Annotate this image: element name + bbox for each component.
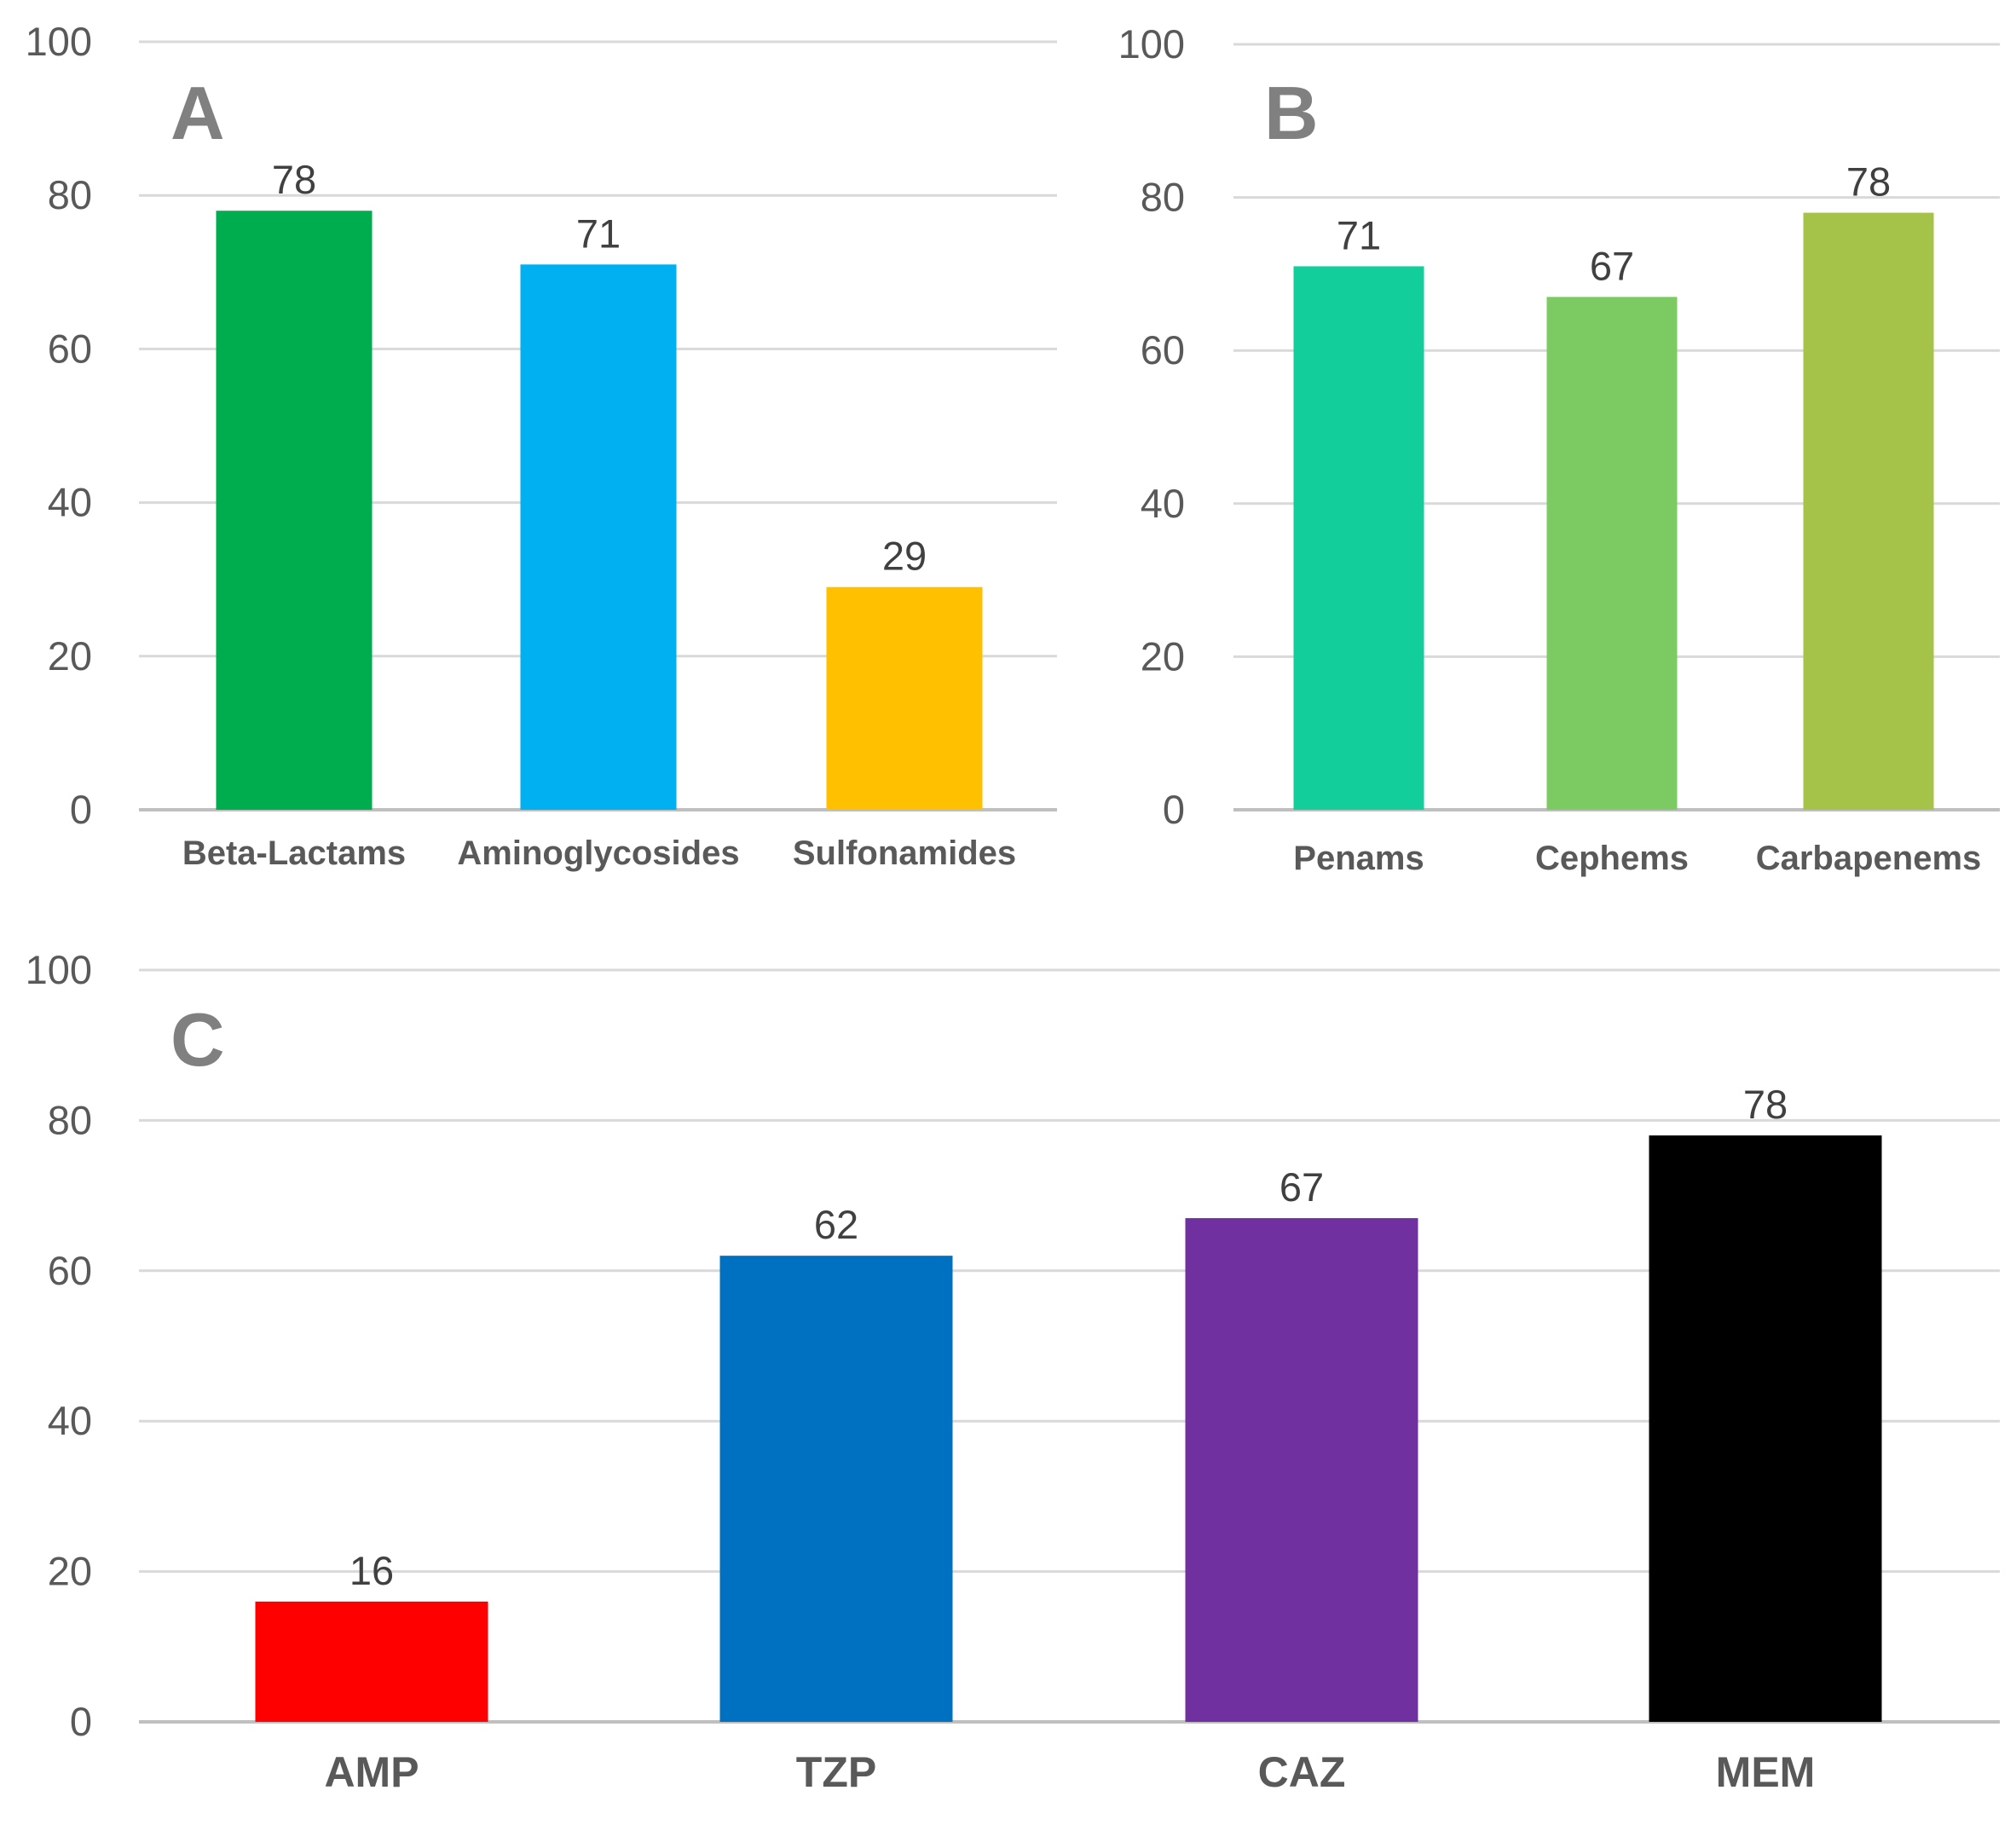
panel-b-y-tick-label: 60 — [1141, 327, 1185, 373]
panel-c-data-label: 62 — [814, 1202, 858, 1247]
panel-c-y-tick-label: 20 — [48, 1549, 92, 1594]
panel-c-y-tick-label: 0 — [70, 1699, 92, 1744]
panel-c-data-label: 67 — [1279, 1164, 1324, 1210]
panel-c-bar — [255, 1601, 488, 1722]
panel-c-category-label: AMP — [324, 1748, 419, 1796]
chart-panel-a: 0 20 40 60 80 100 78 Beta-Lactams 71 Aminoglycosi… — [26, 19, 1057, 872]
panel-c-title-letter: C — [170, 997, 225, 1082]
panel-c-category-label: TZP — [796, 1748, 876, 1796]
panel-b-y-tick-label: 100 — [1118, 21, 1185, 66]
panel-a-category-label: Sulfonamides — [793, 835, 1016, 872]
panel-c-y-tick-label: 40 — [48, 1398, 92, 1443]
panel-c-data-label: 78 — [1743, 1082, 1788, 1127]
panel-b-y-tick-label: 20 — [1141, 633, 1185, 679]
panel-a-title-letter: A — [170, 71, 225, 155]
panel-b-data-label: 71 — [1337, 212, 1381, 257]
panel-a-y-tick-label: 40 — [48, 480, 92, 525]
panel-b-title-letter: B — [1264, 71, 1319, 155]
panel-a-y-tick-label: 0 — [70, 787, 92, 832]
panel-b-y-tick-label: 80 — [1141, 175, 1185, 220]
panel-a-category-label: Beta-Lactams — [182, 835, 406, 872]
panel-c-category-label: CAZ — [1258, 1748, 1346, 1796]
panel-b-data-label: 78 — [1846, 159, 1891, 205]
panel-a-y-tick-label: 20 — [48, 633, 92, 679]
panel-c-bar — [719, 1256, 953, 1722]
panel-a-y-tick-label: 80 — [48, 172, 92, 217]
panel-a-data-label: 71 — [576, 211, 621, 256]
panel-b-bar — [1546, 297, 1678, 811]
panel-a-y-tick-label: 60 — [48, 326, 92, 371]
panel-c-data-label: 16 — [349, 1548, 394, 1593]
panel-a-data-label: 29 — [882, 534, 927, 579]
panel-a-data-label: 78 — [272, 157, 316, 202]
panel-c-category-label: MEM — [1716, 1748, 1816, 1796]
panel-c-y-tick-label: 80 — [48, 1097, 92, 1142]
chart-panel-b: 0 20 40 60 80 100 71 Penams 67 Cephems 78 Carbapene… — [1118, 21, 2000, 877]
chart-panel-c: 0 20 40 60 80 100 16 AMP 62 TZP 67 CAZ 78 MEM C — [26, 947, 2000, 1796]
panel-c-bar — [1649, 1135, 1882, 1722]
panel-b-bar — [1803, 212, 1934, 810]
panel-a-category-label: Aminoglycosides — [457, 835, 739, 872]
panel-b-category-label: Penams — [1293, 840, 1424, 877]
panel-b-y-tick-label: 40 — [1141, 481, 1185, 526]
panel-c-bar — [1185, 1218, 1418, 1722]
panel-a-bar — [216, 211, 373, 811]
panel-b-category-label: Carbapenems — [1756, 840, 1982, 877]
panel-a-bar — [520, 264, 677, 810]
panel-c-y-tick-label: 100 — [26, 947, 92, 992]
panel-a-y-tick-label: 100 — [26, 19, 92, 64]
panel-b-data-label: 67 — [1590, 243, 1634, 288]
panel-c-y-tick-label: 60 — [48, 1248, 92, 1293]
panel-a-bar — [826, 586, 983, 810]
panel-b-y-tick-label: 0 — [1163, 787, 1185, 832]
panel-b-bar — [1293, 266, 1424, 810]
panel-b-category-label: Cephems — [1535, 840, 1689, 877]
